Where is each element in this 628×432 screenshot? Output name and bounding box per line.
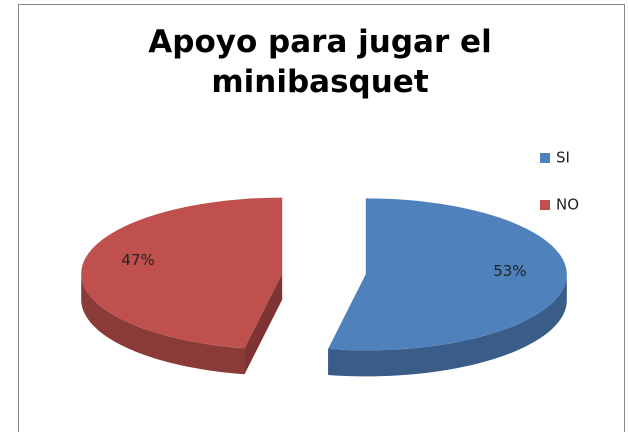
legend-swatch [540, 200, 550, 210]
legend-label: SI [556, 149, 570, 167]
data-label: 47% [121, 251, 154, 269]
slice-wall [244, 273, 283, 375]
chart-border [18, 4, 625, 432]
slice [328, 198, 567, 351]
slice-side [81, 273, 245, 375]
data-label: 53% [493, 262, 526, 280]
slice [81, 197, 283, 349]
slice-side [328, 274, 567, 377]
chart-title: Apoyo para jugar el minibasquet [148, 24, 492, 100]
legend-label: NO [556, 196, 579, 214]
legend-swatch [540, 153, 550, 163]
